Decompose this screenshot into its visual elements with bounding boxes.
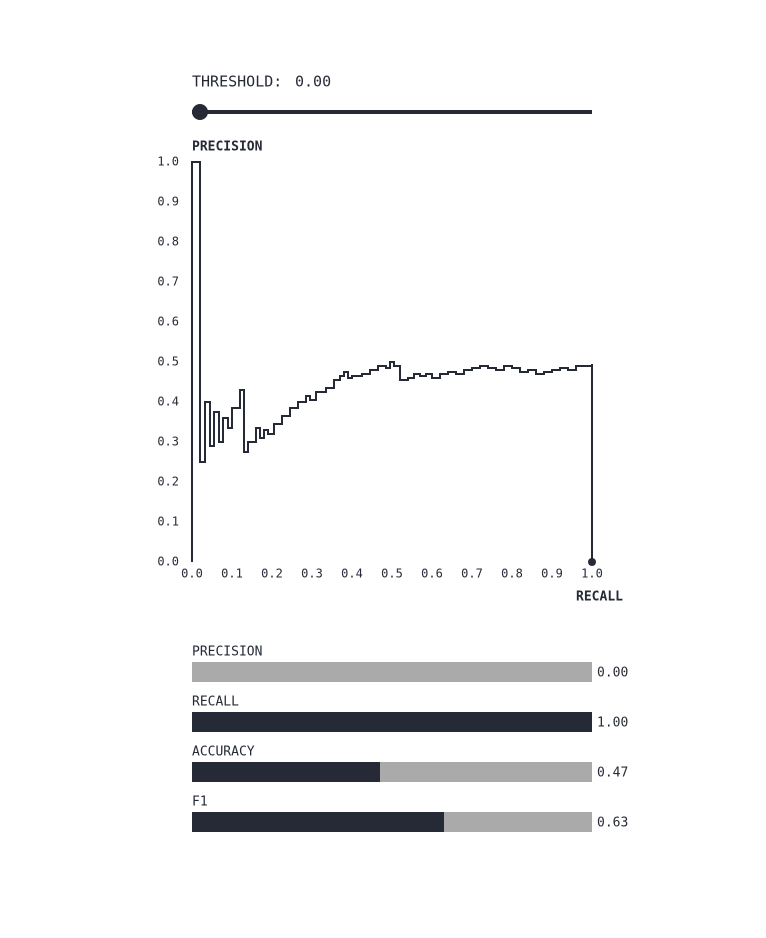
current-point: [588, 558, 596, 566]
x-axis-label: RECALL: [576, 590, 623, 605]
y-tick-label: 0.7: [157, 275, 179, 289]
x-tick-label: 0.6: [421, 567, 443, 581]
metric-label: PRECISION: [192, 645, 262, 660]
metric-bar: [192, 762, 380, 782]
y-tick-label: 0.9: [157, 195, 179, 209]
metric-track: [192, 662, 592, 682]
metric-value: 0.47: [597, 766, 628, 781]
metric-label: F1: [192, 795, 208, 810]
x-tick-label: 0.1: [221, 567, 243, 581]
metric-value: 0.63: [597, 816, 628, 831]
y-tick-label: 1.0: [157, 155, 179, 169]
threshold-label: THRESHOLD:: [192, 73, 282, 91]
pr-curve: [191, 161, 593, 562]
y-tick-label: 0.6: [157, 315, 179, 329]
x-tick-label: 0.3: [301, 567, 323, 581]
threshold-value: 0.00: [295, 73, 331, 91]
x-tick-label: 1.0: [581, 567, 603, 581]
metric-label: RECALL: [192, 695, 239, 710]
x-tick-label: 0.7: [461, 567, 483, 581]
y-tick-label: 0.2: [157, 475, 179, 489]
x-tick-label: 0.5: [381, 567, 403, 581]
y-tick-label: 0.3: [157, 435, 179, 449]
y-tick-label: 0.0: [157, 555, 179, 569]
metric-label: ACCURACY: [192, 745, 255, 760]
x-tick-label: 0.0: [181, 567, 203, 581]
metric-bar: [192, 712, 592, 732]
metric-value: 0.00: [597, 666, 628, 681]
metric-bar: [192, 812, 444, 832]
x-tick-label: 0.4: [341, 567, 363, 581]
y-axis-label: PRECISION: [192, 140, 263, 155]
x-tick-label: 0.2: [261, 567, 283, 581]
slider-knob[interactable]: [192, 104, 208, 120]
y-tick-label: 0.4: [157, 395, 179, 409]
y-tick-label: 0.5: [157, 355, 179, 369]
y-tick-label: 0.1: [157, 515, 179, 529]
x-tick-label: 0.8: [501, 567, 523, 581]
metric-value: 1.00: [597, 716, 628, 731]
x-tick-label: 0.9: [541, 567, 563, 581]
y-tick-label: 0.8: [157, 235, 179, 249]
